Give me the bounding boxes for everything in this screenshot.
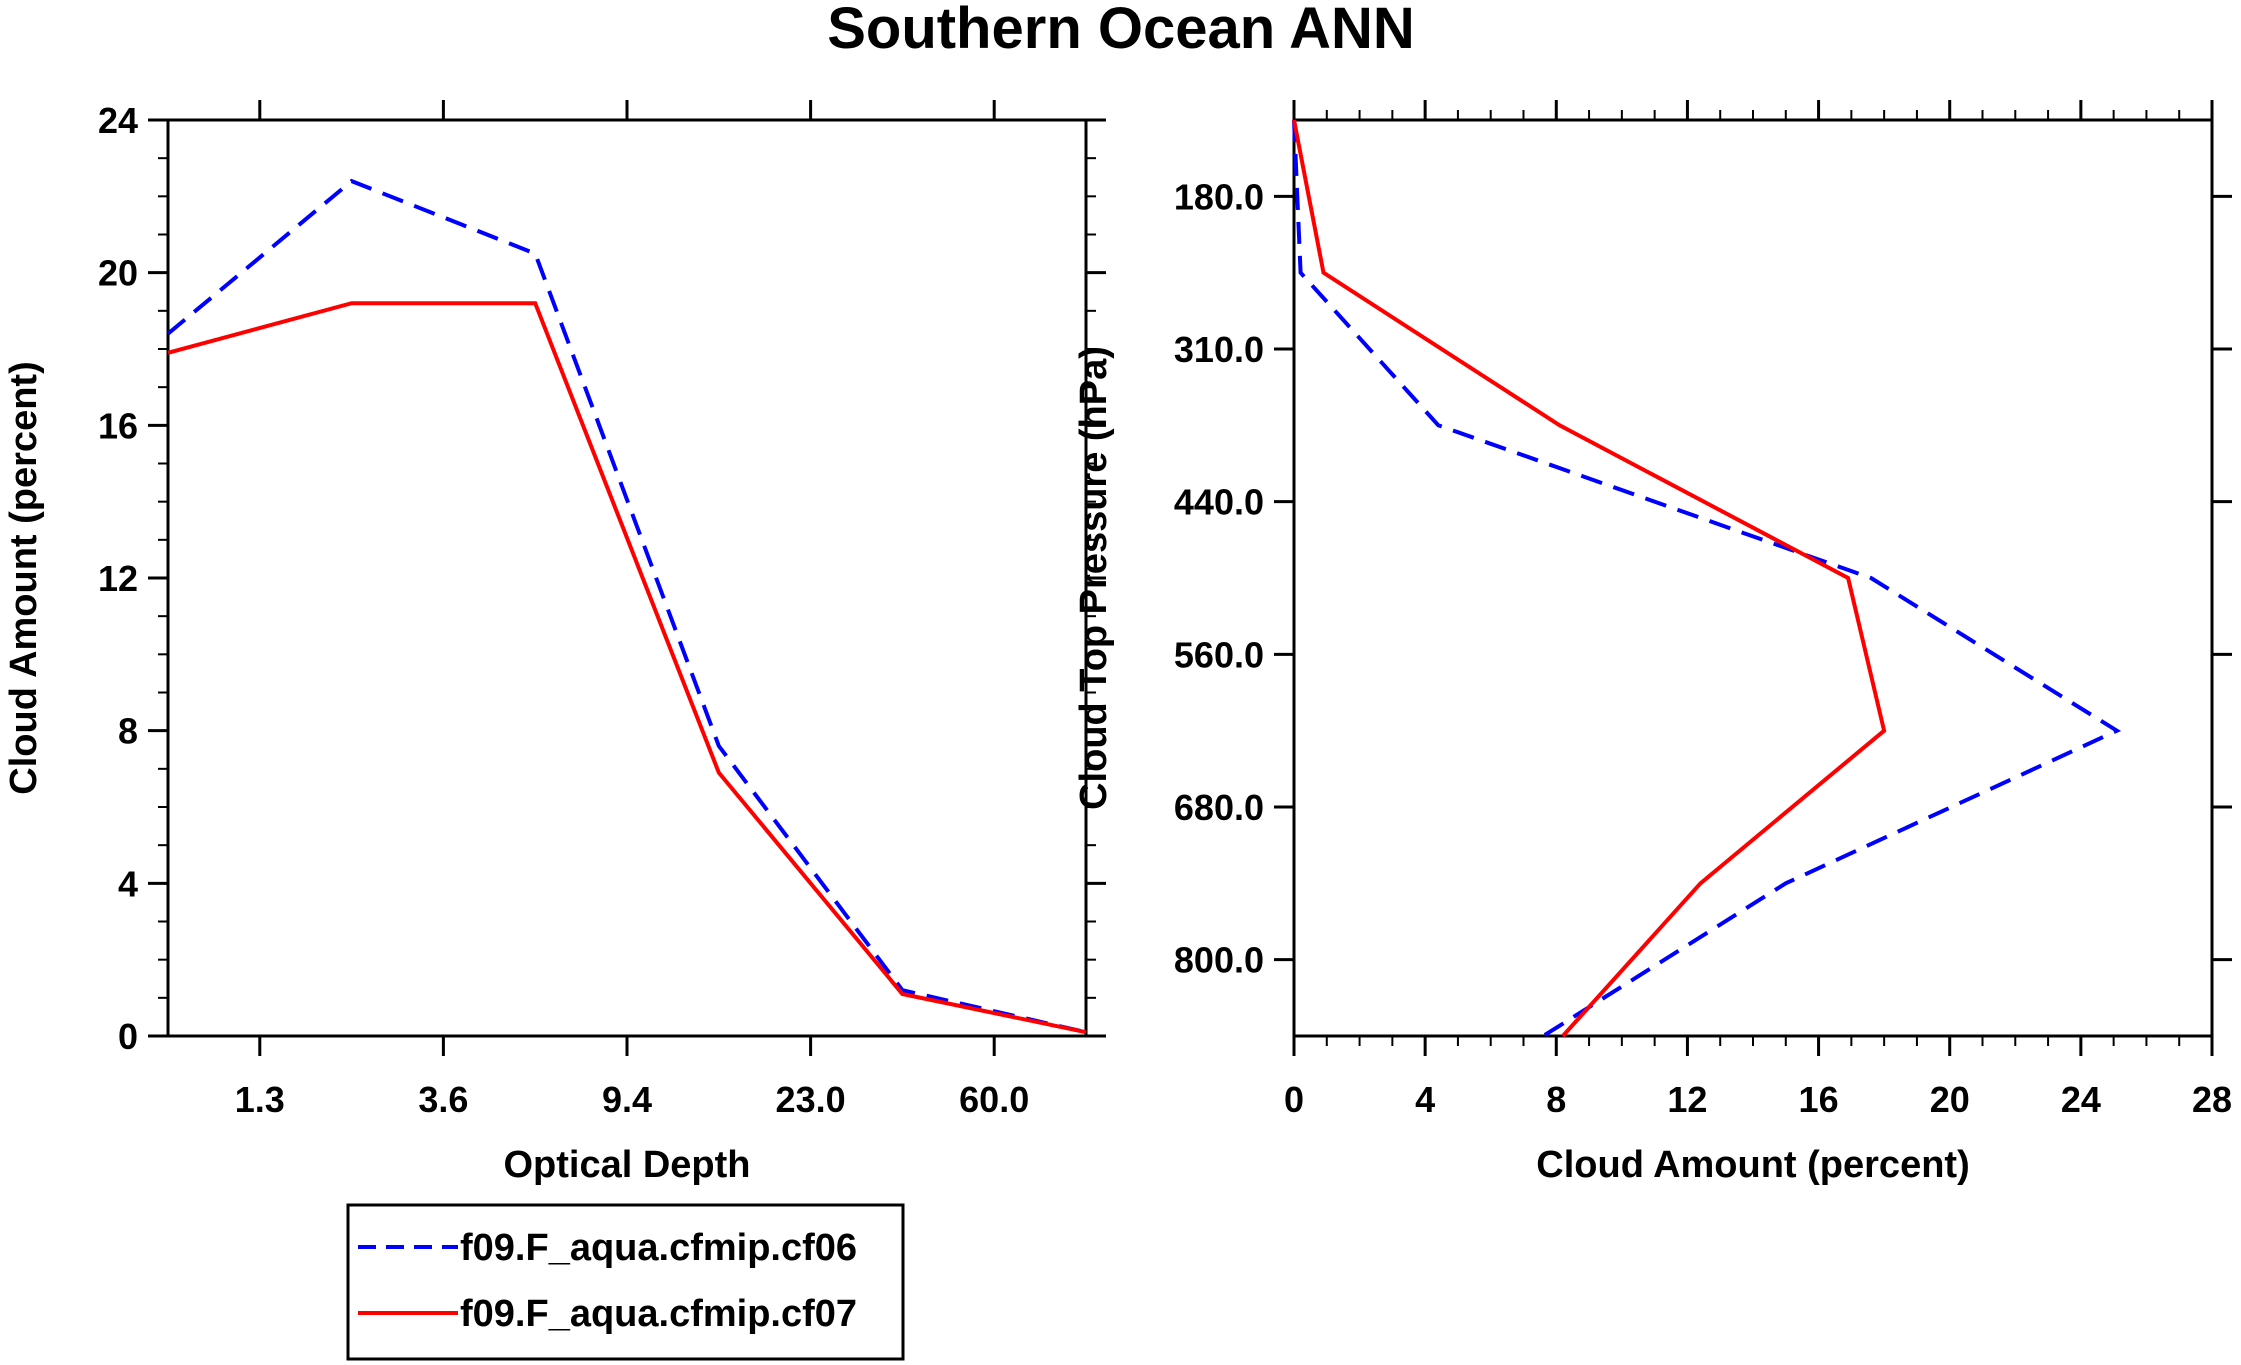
optical-depth-panel: 0 4 8 12 16 20 24 1.3 3.6 9.4 23.0 60.0 Optical Dept… xyxy=(3,100,1106,1186)
right-y-tick-label: 680.0 xyxy=(1174,787,1264,828)
right-x-tick-label: 28 xyxy=(2192,1079,2232,1120)
right-plot-frame xyxy=(1292,118,2214,1038)
cloud-top-pressure-panel: 0 4 8 12 16 20 24 28 180.0 310.0 440.0 560.0 680.0 80… xyxy=(1073,100,2232,1186)
legend-box xyxy=(346,1203,905,1361)
left-series-line-cf06 xyxy=(166,178,1087,1035)
legend-label-cf07: f09.F_aqua.cfmip.cf07 xyxy=(460,1293,857,1335)
right-x-tick-label: 0 xyxy=(1284,1079,1304,1120)
left-plot-frame xyxy=(166,118,1088,1038)
left-y-tick-label: 12 xyxy=(98,558,138,599)
left-x-tick-label: 23.0 xyxy=(776,1079,846,1120)
right-series-line-cf07 xyxy=(1292,119,1887,1038)
right-y-tick-label: 180.0 xyxy=(1174,176,1264,217)
left-y-tick-label: 20 xyxy=(98,253,138,294)
left-y-tick-label: 24 xyxy=(98,100,138,141)
right-y-axis-label: Cloud Top Pressure (hPa) xyxy=(1073,346,1115,810)
left-y-tick-label: 4 xyxy=(118,863,138,904)
left-x-tick-label: 1.3 xyxy=(235,1079,285,1120)
left-y-tick-label: 16 xyxy=(98,405,138,446)
right-x-tick-label: 4 xyxy=(1415,1079,1435,1120)
left-series-line-cf07 xyxy=(167,301,1087,1035)
right-x-axis-label: Cloud Amount (percent) xyxy=(1536,1144,1969,1186)
right-y-tick-label: 310.0 xyxy=(1174,329,1264,370)
right-x-tick-label: 8 xyxy=(1546,1079,1566,1120)
left-x-tick-label: 9.4 xyxy=(602,1079,652,1120)
right-y-tick-label: 800.0 xyxy=(1174,940,1264,981)
left-y-axis-label: Cloud Amount (percent) xyxy=(3,361,45,794)
right-y-tick-label: 440.0 xyxy=(1174,482,1264,523)
legend: f09.F_aqua.cfmip.cf06 f09.F_aqua.cfmip.c… xyxy=(346,1203,905,1361)
left-y-tick-label: 0 xyxy=(118,1016,138,1057)
left-x-tick-label: 3.6 xyxy=(418,1079,468,1120)
right-series-line-cf06 xyxy=(1292,119,2122,1038)
right-x-tick-label: 16 xyxy=(1799,1079,1839,1120)
chart-title: Southern Ocean ANN xyxy=(827,0,1415,61)
right-x-tick-label: 20 xyxy=(1930,1079,1970,1120)
left-y-tick-label: 8 xyxy=(118,711,138,752)
left-x-axis-label: Optical Depth xyxy=(503,1144,750,1186)
right-x-tick-label: 12 xyxy=(1667,1079,1707,1120)
right-y-tick-label: 560.0 xyxy=(1174,634,1264,675)
legend-label-cf06: f09.F_aqua.cfmip.cf06 xyxy=(460,1227,857,1269)
right-x-tick-label: 24 xyxy=(2061,1079,2101,1120)
left-x-tick-label: 60.0 xyxy=(959,1079,1029,1120)
